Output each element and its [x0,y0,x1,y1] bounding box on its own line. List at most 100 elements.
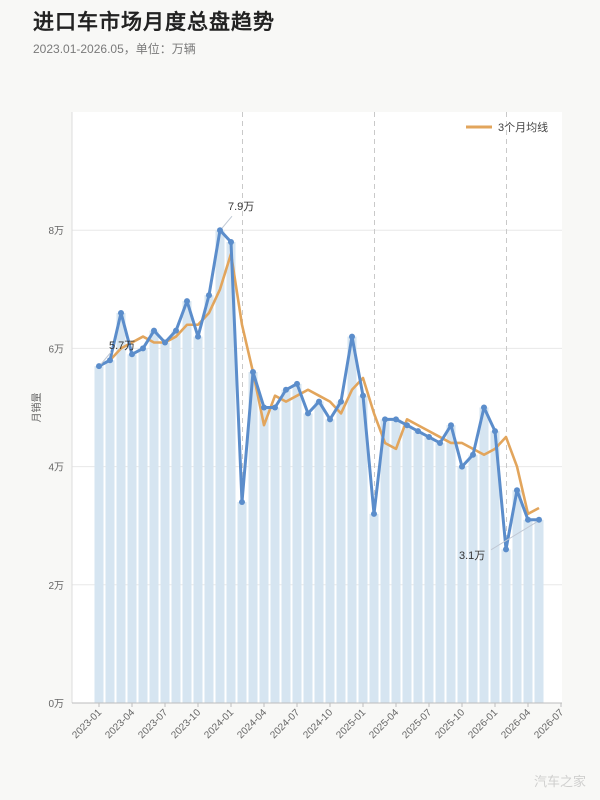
bar [325,419,335,703]
x-tick-label: 2024-01 [202,707,236,741]
bar [314,401,324,703]
data-point [184,298,190,305]
data-point [305,410,311,417]
bar [94,366,104,703]
bar [380,419,390,703]
data-point [371,510,377,517]
data-point [129,351,135,358]
bar [479,407,489,703]
y-tick-label: 0万 [48,699,64,710]
annotation-label: 7.9万 [228,201,254,213]
data-point [426,434,432,441]
data-point [382,416,388,423]
bar [468,454,478,703]
bar [259,407,269,703]
data-point [404,422,410,429]
y-axis-title: 月销量 [30,393,43,423]
data-point [250,369,256,376]
data-point [437,439,443,446]
data-point [151,327,157,334]
y-tick-label: 6万 [48,344,64,355]
bar [116,312,126,703]
x-tick-label: 2023-07 [136,707,170,741]
annotation-leader [221,215,233,229]
bar [457,466,467,703]
data-point [140,345,146,352]
bar [281,389,291,703]
x-tick-label: 2026-04 [499,707,533,741]
bar [358,395,368,703]
data-point [283,386,289,393]
watermark: 汽车之家 [533,774,586,789]
data-point [294,380,300,387]
data-point [272,404,278,411]
x-tick-label: 2024-07 [268,707,302,741]
bar [523,519,533,703]
annotation-leader [490,521,538,551]
bar [292,383,302,703]
x-tick-label: 2023-04 [103,707,137,741]
data-point [470,451,476,458]
data-point [349,333,355,340]
x-tick-label: 2023-10 [169,707,203,741]
data-point [503,546,509,553]
data-point [459,463,465,470]
x-tick-label: 2026-07 [532,707,566,741]
data-point [118,309,124,316]
data-point [448,422,454,429]
bar [391,419,401,703]
bar [160,342,170,703]
bar [215,230,225,703]
bar [534,519,544,703]
bar [193,336,203,703]
bar [369,513,379,703]
x-tick-label: 2025-07 [400,707,434,741]
y-tick-label: 4万 [48,463,64,474]
data-point [327,416,333,423]
y-tick-label: 8万 [48,226,64,237]
bar [127,354,137,703]
chart-title: 进口车市场月度总盘趋势 [33,11,275,34]
bar [490,431,500,703]
y-tick-label: 2万 [48,581,64,592]
data-point [162,339,168,346]
data-point [96,363,102,370]
bar [413,431,423,703]
data-point [107,357,113,364]
x-tick-label: 2025-10 [433,707,467,741]
data-point [514,487,520,494]
x-tick-label: 2025-04 [367,707,401,741]
bar [501,549,511,703]
bar [347,336,357,703]
annotation-leader [100,351,112,365]
data-point [217,227,223,234]
data-point [228,239,234,246]
x-tick-label: 2023-01 [70,707,104,741]
bar [424,437,434,703]
bar [149,330,159,703]
data-point [338,398,344,405]
bar [435,442,445,703]
chart-subtitle: 2023.01-2026.05，单位：万辆 [33,42,196,56]
bar [512,490,522,703]
data-point [206,292,212,299]
data-point [261,404,267,411]
bar [237,502,247,703]
data-point [415,428,421,435]
data-point [536,516,542,523]
x-tick-label: 2024-10 [301,707,335,741]
legend-label-3month-ma: 3个月均线 [498,120,548,134]
bar [446,425,456,703]
data-point [195,333,201,340]
data-point [360,392,366,399]
bar [204,295,214,703]
data-point [481,404,487,411]
bar [336,401,346,703]
bar [270,407,280,703]
bar [171,330,181,703]
x-tick-label: 2026-01 [466,707,500,741]
data-point [525,516,531,523]
annotation-label: 5.7万 [109,340,135,352]
bar [105,360,115,703]
